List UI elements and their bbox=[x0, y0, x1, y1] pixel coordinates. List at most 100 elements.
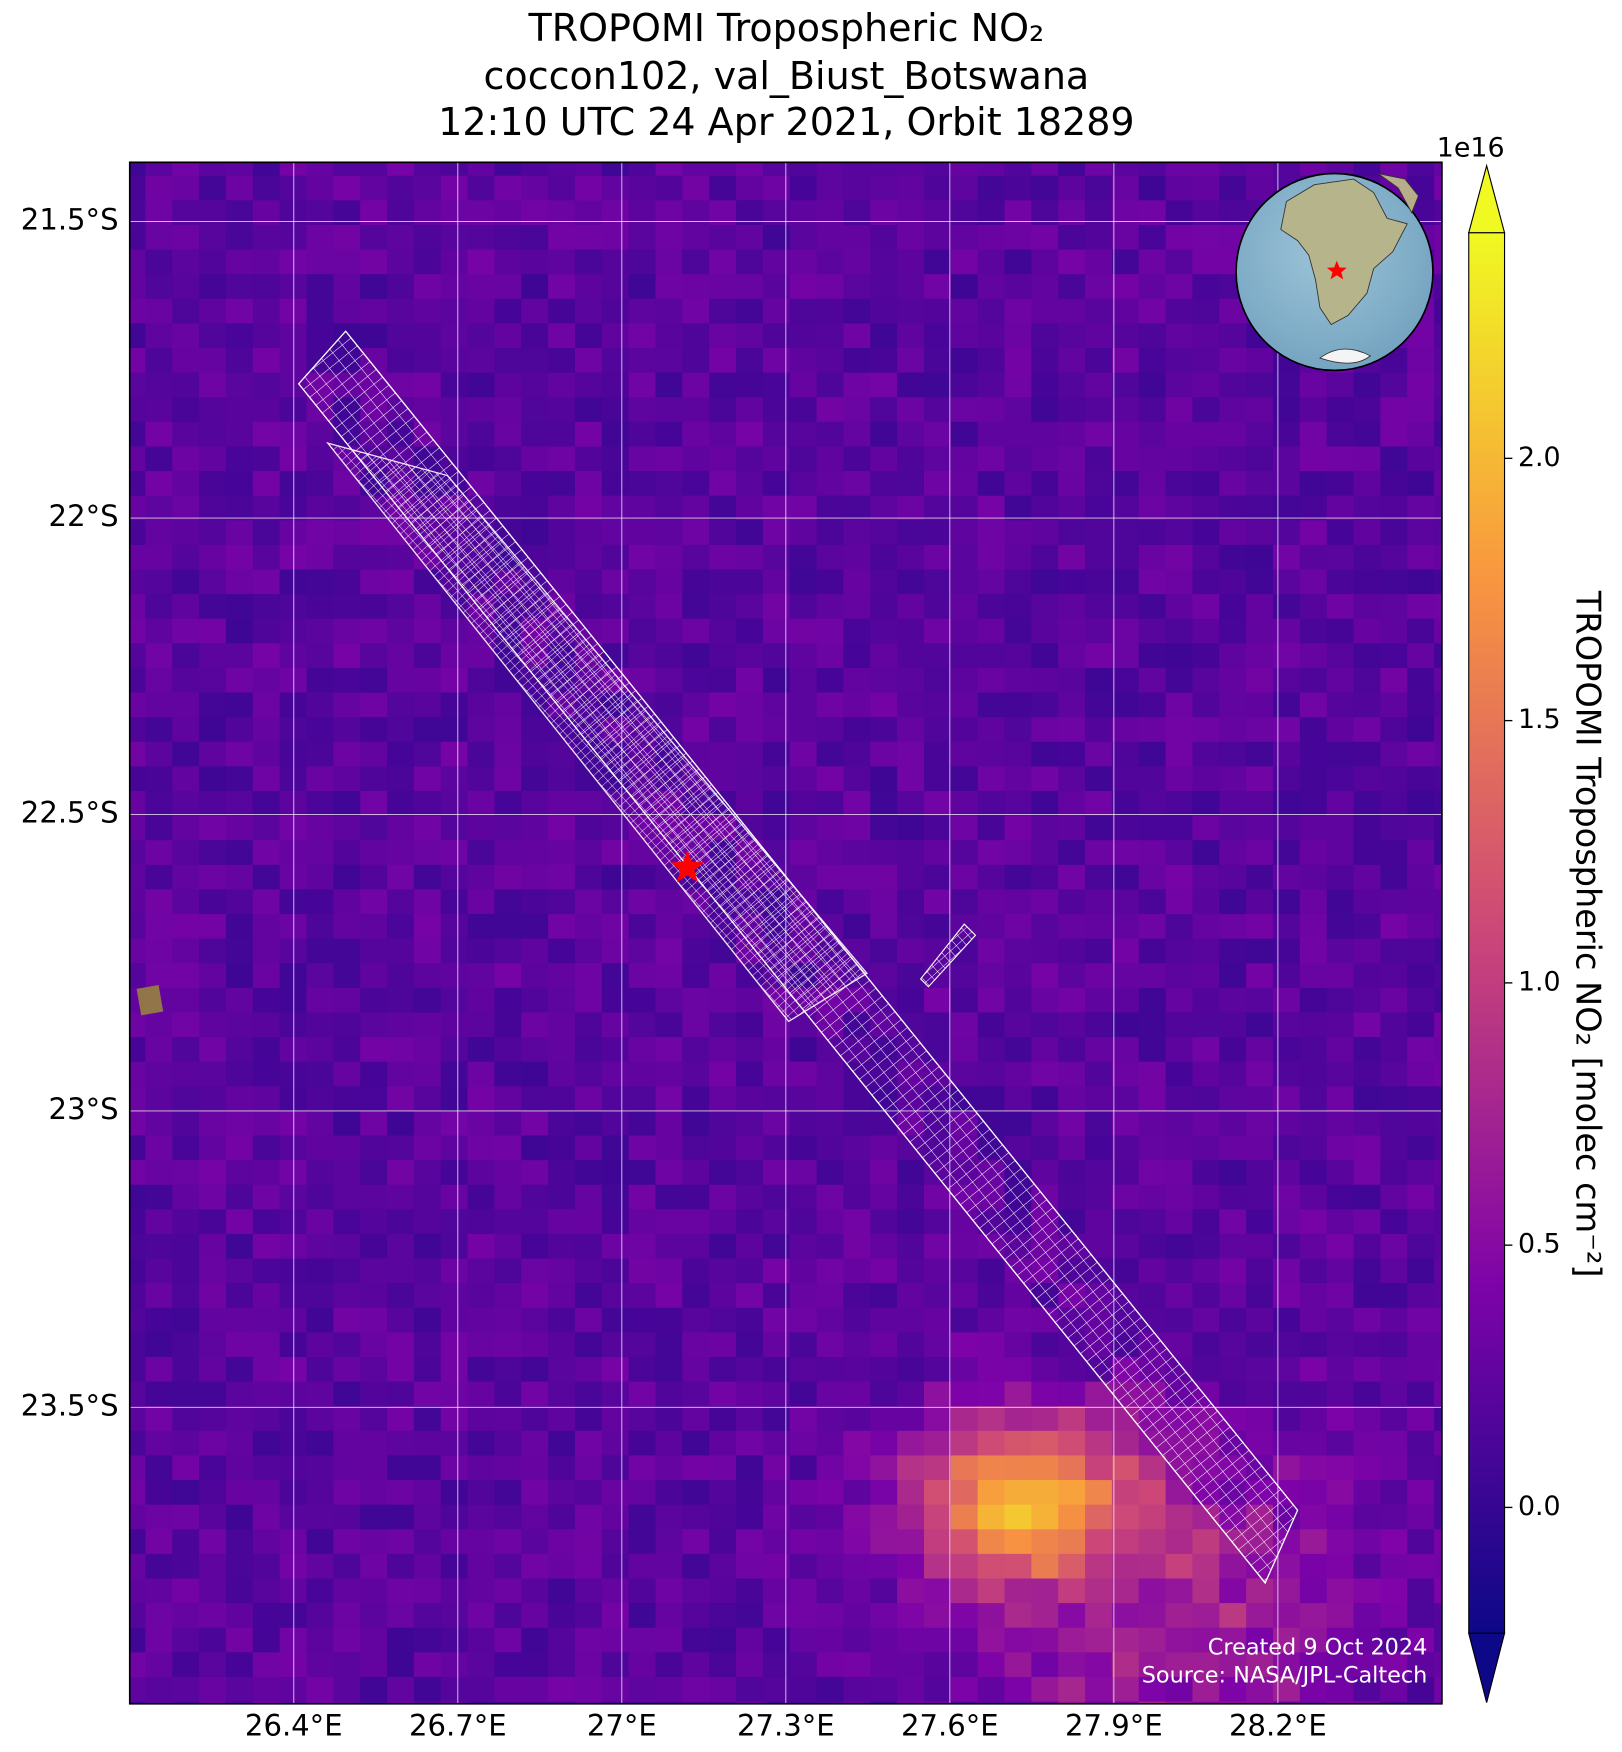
pixel bbox=[1004, 274, 1033, 300]
pixel bbox=[950, 446, 979, 473]
pixel bbox=[1004, 594, 1033, 620]
pixel bbox=[1299, 594, 1328, 620]
pixel bbox=[1407, 963, 1436, 989]
pixel bbox=[1299, 1037, 1328, 1063]
pixel bbox=[306, 1357, 335, 1383]
pixel bbox=[440, 1357, 469, 1383]
pixel bbox=[306, 1381, 335, 1408]
pixel bbox=[494, 446, 523, 473]
pixel bbox=[199, 1480, 228, 1506]
pixel bbox=[1219, 1283, 1248, 1309]
pixel bbox=[1192, 790, 1221, 817]
pixel bbox=[950, 1332, 979, 1359]
pixel bbox=[1219, 1332, 1248, 1359]
pixel bbox=[1031, 471, 1060, 497]
pixel bbox=[1085, 667, 1114, 694]
pixel bbox=[601, 840, 630, 866]
pixel bbox=[1299, 1627, 1328, 1654]
pixel bbox=[1272, 1578, 1301, 1605]
pixel bbox=[923, 372, 952, 399]
pixel bbox=[467, 175, 496, 202]
pixel bbox=[494, 323, 523, 350]
pixel bbox=[360, 741, 389, 768]
pixel bbox=[628, 569, 657, 596]
pixel bbox=[413, 175, 442, 202]
pixel bbox=[333, 1480, 362, 1506]
pixel bbox=[1085, 298, 1114, 325]
pixel bbox=[923, 1553, 952, 1580]
pixel bbox=[897, 162, 926, 177]
x-tick-label: 28.2°E bbox=[1229, 1708, 1327, 1742]
pixel bbox=[467, 1160, 496, 1186]
pixel bbox=[601, 914, 630, 940]
pixel bbox=[574, 1529, 603, 1556]
pixel bbox=[1407, 348, 1436, 374]
pixel bbox=[413, 1455, 442, 1482]
pixel bbox=[387, 815, 416, 842]
pixel bbox=[1138, 298, 1167, 325]
pixel bbox=[843, 1455, 872, 1482]
pixel bbox=[1380, 1258, 1409, 1285]
pixel bbox=[333, 766, 362, 793]
pixel bbox=[1272, 1258, 1301, 1285]
pixel bbox=[1326, 864, 1355, 891]
pixel bbox=[601, 495, 630, 522]
pixel bbox=[1326, 1160, 1355, 1186]
pixel bbox=[1246, 1209, 1275, 1236]
pixel bbox=[306, 1701, 335, 1704]
pixel bbox=[843, 1086, 872, 1113]
pixel bbox=[1407, 1233, 1436, 1260]
pixel bbox=[1085, 1455, 1114, 1482]
pixel bbox=[709, 1406, 738, 1432]
pixel bbox=[950, 618, 979, 645]
pixel bbox=[762, 1578, 791, 1605]
pixel bbox=[360, 667, 389, 694]
pixel bbox=[1138, 1012, 1167, 1039]
pixel bbox=[548, 1430, 577, 1457]
pixel bbox=[574, 864, 603, 891]
pixel bbox=[199, 1110, 228, 1137]
pixel bbox=[521, 421, 550, 448]
pixel bbox=[440, 1086, 469, 1113]
pixel bbox=[1031, 840, 1060, 866]
pixel bbox=[1353, 1184, 1382, 1211]
pixel bbox=[870, 1480, 899, 1506]
pixel bbox=[1219, 1061, 1248, 1088]
pixel bbox=[870, 1332, 899, 1359]
pixel bbox=[1246, 1061, 1275, 1088]
pixel bbox=[1380, 963, 1409, 989]
pixel bbox=[1058, 298, 1087, 325]
pixel bbox=[145, 1652, 174, 1679]
pixel bbox=[521, 1110, 550, 1137]
pixel bbox=[1085, 840, 1114, 866]
pixel bbox=[870, 790, 899, 817]
pixel bbox=[1219, 938, 1248, 965]
pixel bbox=[1058, 1357, 1087, 1383]
pixel bbox=[1219, 397, 1248, 423]
pixel bbox=[1031, 323, 1060, 350]
pixel bbox=[1326, 717, 1355, 743]
pixel bbox=[413, 298, 442, 325]
pixel bbox=[789, 1037, 818, 1063]
pixel bbox=[682, 1627, 711, 1654]
pixel bbox=[1165, 1012, 1194, 1039]
pixel bbox=[1165, 224, 1194, 251]
pixel bbox=[387, 790, 416, 817]
pixel bbox=[333, 1553, 362, 1580]
pixel bbox=[1004, 372, 1033, 399]
pixel bbox=[1031, 938, 1060, 965]
pixel bbox=[225, 1283, 254, 1309]
pixel bbox=[736, 1332, 765, 1359]
pixel bbox=[1246, 397, 1275, 423]
pixel bbox=[574, 200, 603, 227]
pixel bbox=[1272, 1209, 1301, 1236]
pixel bbox=[494, 1037, 523, 1063]
pixel bbox=[1353, 1529, 1382, 1556]
pixel bbox=[843, 1676, 872, 1703]
pixel bbox=[1004, 643, 1033, 670]
pixel bbox=[870, 914, 899, 940]
pixel bbox=[736, 1357, 765, 1383]
pixel bbox=[1380, 1357, 1409, 1383]
pixel bbox=[923, 1307, 952, 1334]
pixel bbox=[1031, 1110, 1060, 1137]
